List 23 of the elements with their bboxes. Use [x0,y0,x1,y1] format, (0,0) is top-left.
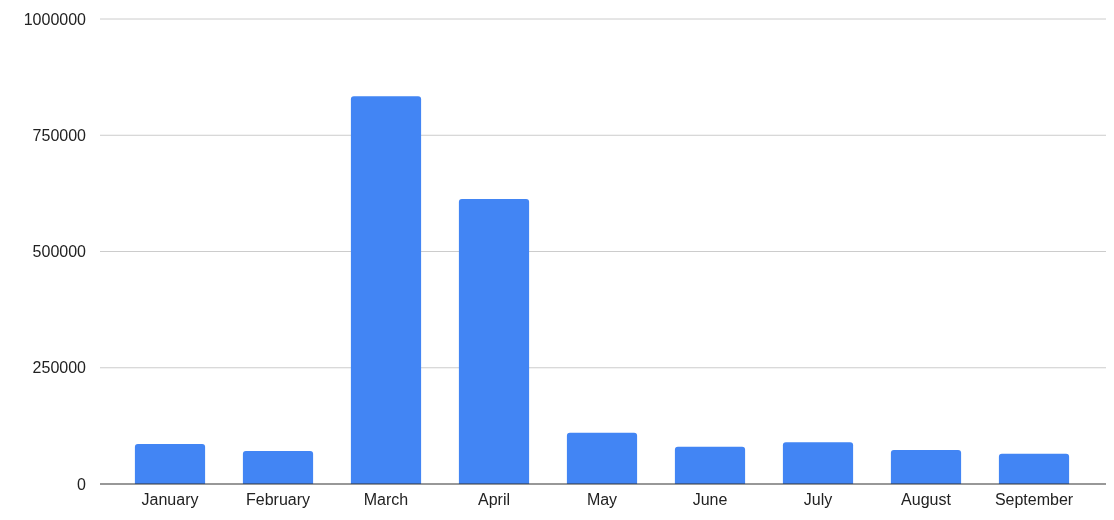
y-tick-label: 250000 [32,359,87,377]
bar [458,198,530,484]
x-tick-label: February [245,491,311,509]
y-tick-label: 750000 [32,126,87,144]
x-tick-label: June [692,491,728,509]
y-tick-label: 0 [77,475,87,493]
x-tick-label: April [477,491,511,509]
x-tick-label: May [586,491,618,509]
bar [134,444,206,484]
x-tick-label: September [994,491,1074,509]
bar [782,442,854,484]
y-tick-label: 1000000 [23,10,87,28]
bar [350,96,422,484]
bar [998,453,1070,484]
bar [242,450,314,484]
bar [890,450,962,484]
x-tick-label: January [141,491,199,509]
bar [566,432,638,484]
x-tick-label: July [803,491,833,509]
y-tick-label: 500000 [32,243,87,261]
bar [674,446,746,484]
x-tick-label: March [363,491,409,509]
x-tick-label: August [901,491,952,509]
